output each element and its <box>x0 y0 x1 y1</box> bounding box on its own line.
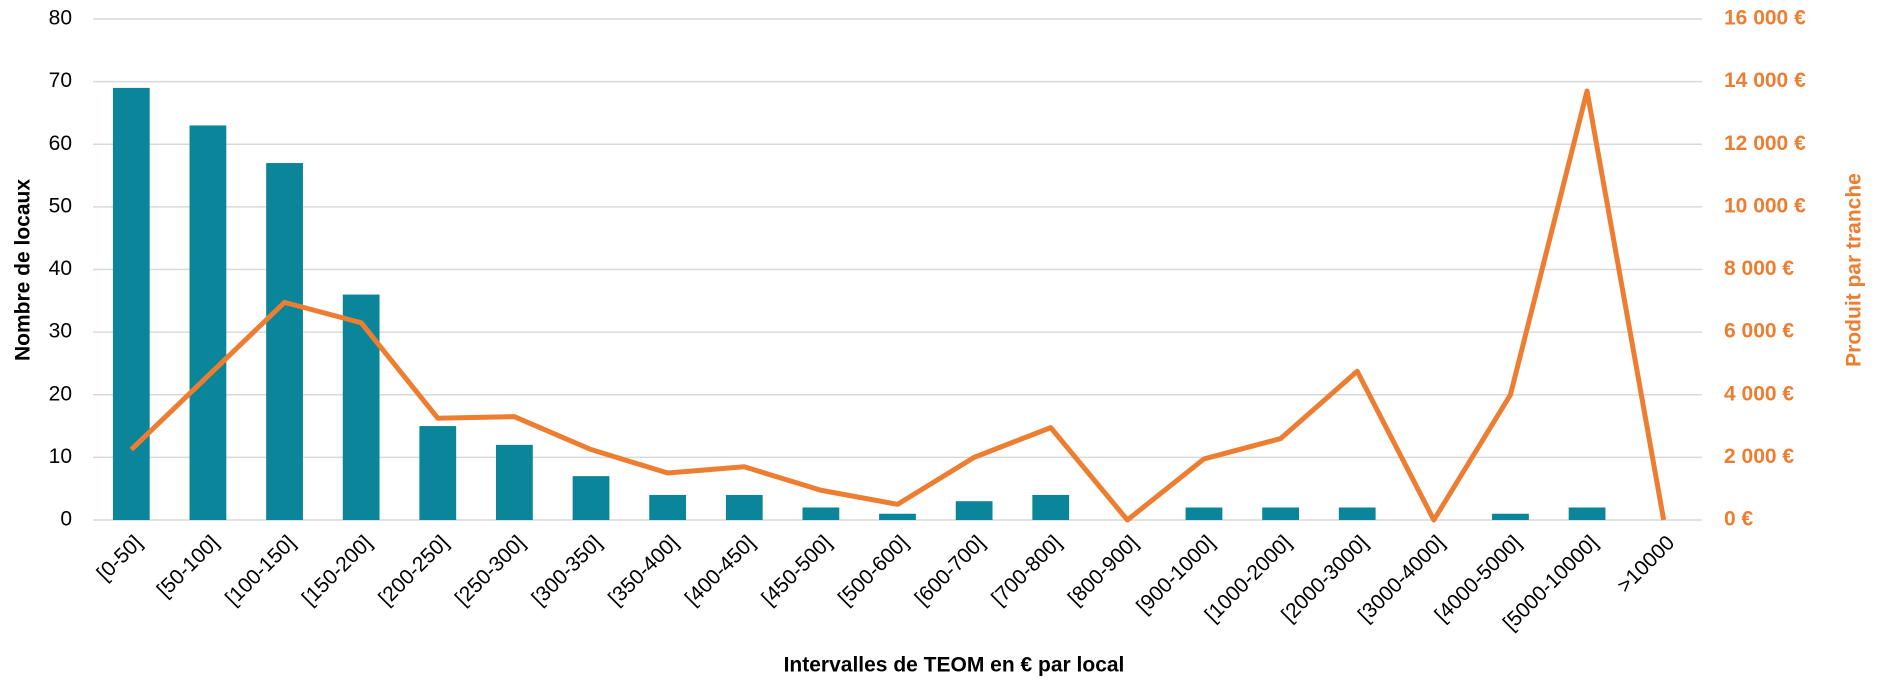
bar <box>1185 507 1223 520</box>
bar <box>266 163 303 520</box>
x-tick-label: [400-450] <box>681 531 760 610</box>
y-tick-label: 20 <box>49 382 72 405</box>
x-tick-label: [800-900] <box>1064 531 1143 610</box>
bar <box>1032 494 1070 520</box>
y-tick-label: 30 <box>49 320 72 343</box>
bar <box>496 444 533 520</box>
x-tick-label: [200-250] <box>374 531 453 610</box>
bar <box>1338 507 1376 520</box>
x-tick-label: [0-50] <box>93 531 147 585</box>
x-tick-label: >10000 <box>1613 531 1679 597</box>
y-tick-label: 10 <box>49 445 72 468</box>
x-tick-label: [150-200] <box>298 531 377 610</box>
x-tick-label: [450-500] <box>757 531 836 610</box>
bar <box>419 426 457 520</box>
y-tick-label: 60 <box>49 132 72 155</box>
x-tick-label: [350-400] <box>604 531 683 610</box>
y2-tick-label: 6 000 € <box>1724 320 1794 343</box>
y2-tick-label: 0 € <box>1724 508 1754 531</box>
bar <box>189 125 227 521</box>
y2-tick-label: 16 000 € <box>1724 7 1806 30</box>
x-tick-label: [700-800] <box>987 531 1066 610</box>
y-tick-label: 40 <box>49 257 72 280</box>
x-tick-label: [100-150] <box>221 531 300 610</box>
bar <box>112 87 150 520</box>
y2-tick-label: 14 000 € <box>1724 69 1806 92</box>
y2-tick-label: 8 000 € <box>1724 257 1794 280</box>
bar <box>725 494 763 520</box>
bar <box>572 476 610 520</box>
y-tick-label: 70 <box>49 69 72 92</box>
y2-tick-label: 2 000 € <box>1724 445 1794 468</box>
y-tick-label: 0 <box>60 508 72 531</box>
y-axis-title: Nombre de locaux <box>12 179 35 361</box>
bar <box>649 494 687 520</box>
bar <box>955 501 993 520</box>
y2-tick-label: 10 000 € <box>1724 194 1806 217</box>
y2-axis-title: Produit par tranche <box>1843 173 1866 367</box>
line <box>129 88 1667 523</box>
y-tick-label: 80 <box>49 7 72 30</box>
bar <box>802 507 840 520</box>
x-tick-label: [50-100] <box>153 531 224 602</box>
bar <box>342 294 380 520</box>
y2-tick-label: 4 000 € <box>1724 382 1794 405</box>
x-tick-label: [300-350] <box>527 531 606 610</box>
bar <box>1262 507 1299 520</box>
bar <box>879 513 916 520</box>
y2-tick-label: 12 000 € <box>1724 132 1806 155</box>
y-tick-label: 50 <box>49 194 72 217</box>
bar <box>1492 513 1529 520</box>
x-axis-title: Intervalles de TEOM en € par local <box>784 654 1125 677</box>
bar <box>1568 507 1606 520</box>
x-tick-label: [250-300] <box>451 531 530 610</box>
x-tick-label: [600-700] <box>911 531 990 610</box>
x-tick-label: [500-600] <box>834 531 913 610</box>
